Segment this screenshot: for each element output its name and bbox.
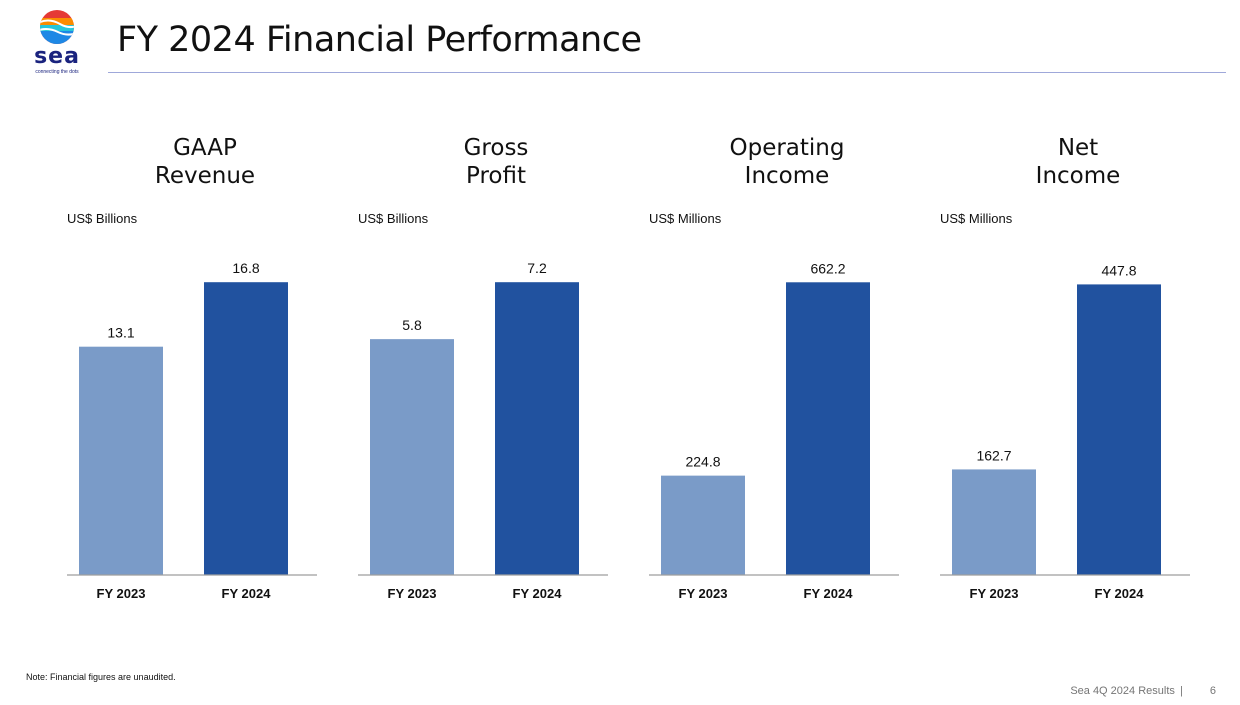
title-divider xyxy=(108,72,1226,73)
bar-fy-2023 xyxy=(661,475,745,575)
chart-panel-net-income: Net Income US$ Millions 162.7 FY 2023 447.… xyxy=(940,130,1208,610)
data-label: 13.1 xyxy=(107,325,134,341)
footer-separator: | xyxy=(1179,685,1183,697)
chart-unit-label: US$ Millions xyxy=(940,211,1013,226)
chart-panel-operating-income: Operating Income US$ Millions 224.8 FY 20… xyxy=(649,130,917,610)
chart-title-line-1: Gross xyxy=(463,135,529,161)
x-tick-label: FY 2024 xyxy=(804,586,854,601)
chart-title-line-1: GAAP xyxy=(173,135,237,161)
chart-title-line-1: Operating xyxy=(729,135,845,161)
x-tick-label: FY 2024 xyxy=(222,586,272,601)
bar-fy-2023 xyxy=(952,469,1036,575)
data-label: 162.7 xyxy=(976,447,1011,463)
data-label: 16.8 xyxy=(232,260,259,276)
bar-fy-2023 xyxy=(79,346,163,575)
x-tick-label: FY 2023 xyxy=(97,586,146,601)
chart-unit-label: US$ Billions xyxy=(67,211,138,226)
chart-title: GAAP Revenue xyxy=(75,134,335,190)
chart-title-line-2: Income xyxy=(1035,163,1121,189)
bar-chart-net-income: 162.7 FY 2023 447.8 FY 2024 xyxy=(940,262,1190,601)
bar-chart-gross-profit: 5.8 FY 2023 7.2 FY 2024 xyxy=(358,260,608,601)
x-tick-label: FY 2024 xyxy=(1095,586,1145,601)
data-label: 7.2 xyxy=(527,260,547,276)
chart-title-line-2: Income xyxy=(744,163,830,189)
chart-title-line-1: Net xyxy=(1057,135,1099,161)
page-title: FY 2024 Financial Performance xyxy=(117,20,642,60)
chart-unit-label: US$ Billions xyxy=(358,211,429,226)
chart-unit-label: US$ Millions xyxy=(649,211,722,226)
chart-title-line-2: Revenue xyxy=(154,163,256,189)
x-tick-label: FY 2024 xyxy=(513,586,563,601)
chart-panel-gross-profit: Gross Profit US$ Billions 5.8 FY 2023 7.2 F… xyxy=(358,130,626,610)
x-tick-label: FY 2023 xyxy=(679,586,728,601)
page-number: 6 xyxy=(1209,685,1216,697)
chart-title-line-2: Profit xyxy=(466,163,526,189)
chart-title: Operating Income xyxy=(657,134,917,190)
x-tick-label: FY 2023 xyxy=(388,586,437,601)
chart-panel-gaap-revenue: GAAP Revenue US$ Billions 13.1 FY 2023 16.… xyxy=(67,130,335,610)
logo-tagline: connecting the dots xyxy=(35,69,79,75)
footer-text: Sea 4Q 2024 Results xyxy=(1070,685,1175,697)
bar-fy-2024 xyxy=(204,282,288,575)
footer: Sea 4Q 2024 Results | 6 xyxy=(1070,685,1216,697)
bar-chart-operating-income: 224.8 FY 2023 662.2 FY 2024 xyxy=(649,260,899,601)
bar-fy-2023 xyxy=(370,339,454,575)
sea-logo: sea connecting the dots xyxy=(28,8,86,78)
footnote: Note: Financial figures are unaudited. xyxy=(26,672,176,682)
bar-chart-gaap-revenue: 13.1 FY 2023 16.8 FY 2024 xyxy=(67,260,317,601)
data-label: 5.8 xyxy=(402,317,422,333)
sea-logo-icon xyxy=(40,10,74,44)
bar-fy-2024 xyxy=(495,282,579,575)
data-label: 224.8 xyxy=(685,454,720,470)
bar-fy-2024 xyxy=(786,282,870,575)
x-tick-label: FY 2023 xyxy=(970,586,1019,601)
chart-title: Gross Profit xyxy=(366,134,626,190)
data-label: 447.8 xyxy=(1101,262,1136,278)
bar-fy-2024 xyxy=(1077,284,1161,575)
logo-wordmark: sea xyxy=(34,44,80,69)
data-label: 662.2 xyxy=(810,260,845,276)
chart-title: Net Income xyxy=(948,134,1208,190)
